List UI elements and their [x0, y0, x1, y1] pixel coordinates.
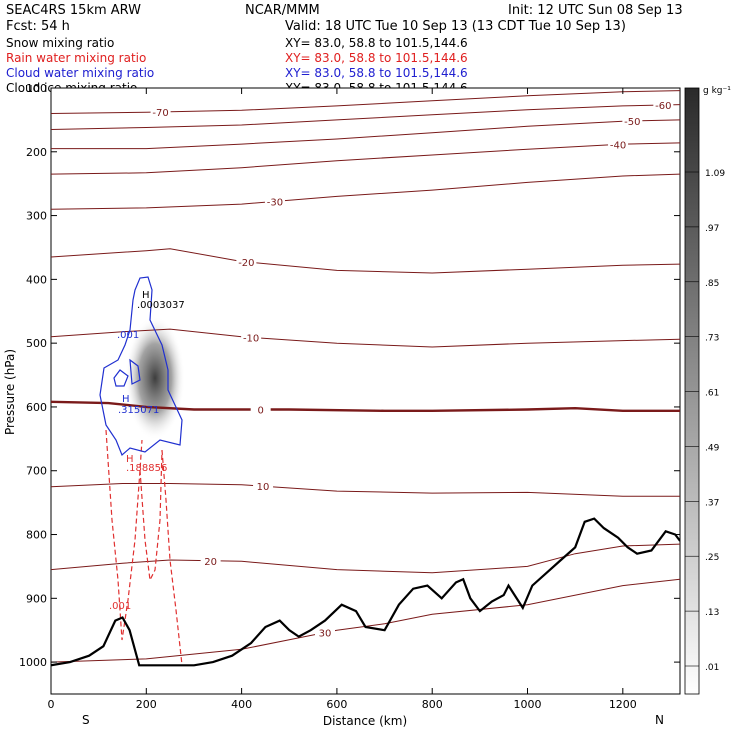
valid-time: Valid: 18 UTC Tue 10 Sep 13 (13 CDT Tue …	[285, 19, 626, 34]
isotherm-line	[51, 483, 680, 497]
x-tick-label: 0	[48, 698, 55, 711]
south-label: S	[82, 713, 90, 727]
y-tick-label: 200	[26, 146, 47, 159]
isotherm-label: 30	[319, 629, 332, 640]
colorbar-label: .37	[705, 498, 719, 508]
init-time: Init: 12 UTC Sun 08 Sep 13	[508, 3, 683, 18]
isotherm-label-bg	[250, 403, 271, 415]
cloud-water-contour	[99, 276, 183, 457]
cloud-max-marker: H	[122, 394, 130, 405]
colorbar-label: .01	[705, 663, 719, 673]
forecast-hour: Fcst: 54 h	[6, 19, 70, 34]
x-tick-label: 1000	[514, 698, 542, 711]
x-tick-label: 600	[326, 698, 347, 711]
cloud-contour-label: .001	[117, 330, 139, 341]
x-tick-label: 200	[136, 698, 157, 711]
isotherm-line	[51, 173, 680, 210]
y-tick-label: 400	[26, 273, 47, 286]
colorbar-label: .85	[705, 279, 719, 289]
y-tick-label: 700	[26, 465, 47, 478]
y-tick-label: 300	[26, 210, 47, 223]
x-axis-label: Distance (km)	[323, 714, 407, 728]
isotherm-label-bg	[241, 331, 262, 343]
field-xy: XY= 83.0, 58.8 to 101.5,144.6	[285, 66, 468, 80]
colorbar-label: .97	[705, 224, 719, 234]
isotherm-line	[51, 248, 680, 274]
field-name: Snow mixing ratio	[6, 36, 114, 50]
field-name: Cloud water mixing ratio	[6, 66, 154, 80]
isotherm-line	[51, 578, 680, 663]
field-name: Rain water mixing ratio	[6, 51, 146, 65]
colorbar-label: 1.09	[705, 169, 725, 179]
isotherm-contours: -70 -60 -50 -40 -30 -20 -10 0 10 20 30	[51, 90, 680, 663]
isotherm-label-bg	[314, 626, 335, 638]
isotherm-label: -50	[624, 117, 640, 128]
field-legend: Snow mixing ratio XY= 83.0, 58.8 to 101.5…	[6, 36, 468, 95]
x-tick-label: 400	[231, 698, 252, 711]
north-label: N	[655, 713, 664, 727]
y-tick-label: 800	[26, 529, 47, 542]
isotherm-label-bg	[200, 554, 221, 566]
rain-contour-label: .001	[109, 601, 131, 612]
colorbar-label: .49	[705, 443, 720, 453]
rain-max-value: .188856	[126, 463, 167, 474]
colorbar-label: .73	[705, 334, 719, 344]
isotherm-label-bg	[236, 255, 257, 267]
axes: 0 200 400 600 800 1000 12001002003004005006007…	[19, 82, 680, 711]
isotherm-label-bg	[653, 98, 674, 110]
isotherm-label-bg	[253, 480, 274, 492]
field-xy: XY= 83.0, 58.8 to 101.5,144.6	[285, 51, 468, 65]
y-tick-label: 1000	[19, 656, 47, 669]
isotherm-label: -70	[152, 108, 168, 119]
cloud-max-value: .315071	[118, 405, 159, 416]
org-label: NCAR/MMM	[245, 3, 320, 18]
isotherm-label: -40	[610, 140, 626, 151]
colorbar-unit: g kg⁻¹	[703, 86, 731, 96]
isotherm-line	[51, 543, 680, 574]
isotherm-label: 10	[257, 482, 270, 493]
y-tick-label: 100	[26, 82, 47, 95]
isotherm-label-bg	[264, 195, 285, 207]
model-title: SEAC4RS 15km ARW	[6, 3, 141, 18]
y-axis-label: Pressure (hPa)	[3, 349, 17, 435]
field-xy: XY= 83.0, 58.8 to 101.5,144.6	[285, 36, 468, 50]
isotherm-label: 20	[204, 557, 217, 568]
snow-max-marker: H	[142, 290, 150, 301]
colorbar-label: .61	[705, 389, 719, 399]
x-tick-label: 1200	[609, 698, 637, 711]
isotherm-label: -30	[267, 197, 283, 208]
colorbar	[684, 87, 700, 695]
rain-max-marker: H	[126, 454, 134, 465]
isotherm-line	[51, 119, 680, 150]
isotherm-label: -10	[243, 333, 259, 344]
isotherm-label-bg	[150, 105, 171, 117]
isotherm-line	[51, 400, 680, 412]
isotherm-line	[51, 328, 680, 348]
colorbar-label: .13	[705, 608, 719, 618]
isotherm-label-bg	[608, 138, 629, 150]
isotherm-label: -60	[655, 101, 671, 112]
y-tick-label: 900	[26, 592, 47, 605]
isotherm-line	[51, 142, 680, 175]
isotherm-label: 0	[257, 405, 263, 416]
isotherm-line	[51, 104, 680, 130]
x-tick-label: 800	[422, 698, 443, 711]
rain-water-contour	[105, 429, 183, 666]
isotherm-label: -20	[238, 258, 254, 269]
colorbar-labels: .01 .13 .25 .37 .49 .61 .73 .85 .97 1.09	[685, 169, 725, 673]
y-tick-label: 500	[26, 337, 47, 350]
snow-max-value: .0003037	[137, 300, 185, 311]
y-tick-label: 600	[26, 401, 47, 414]
isotherm-label-bg	[622, 114, 643, 126]
terrain-line	[51, 517, 680, 667]
colorbar-label: .25	[705, 553, 719, 563]
